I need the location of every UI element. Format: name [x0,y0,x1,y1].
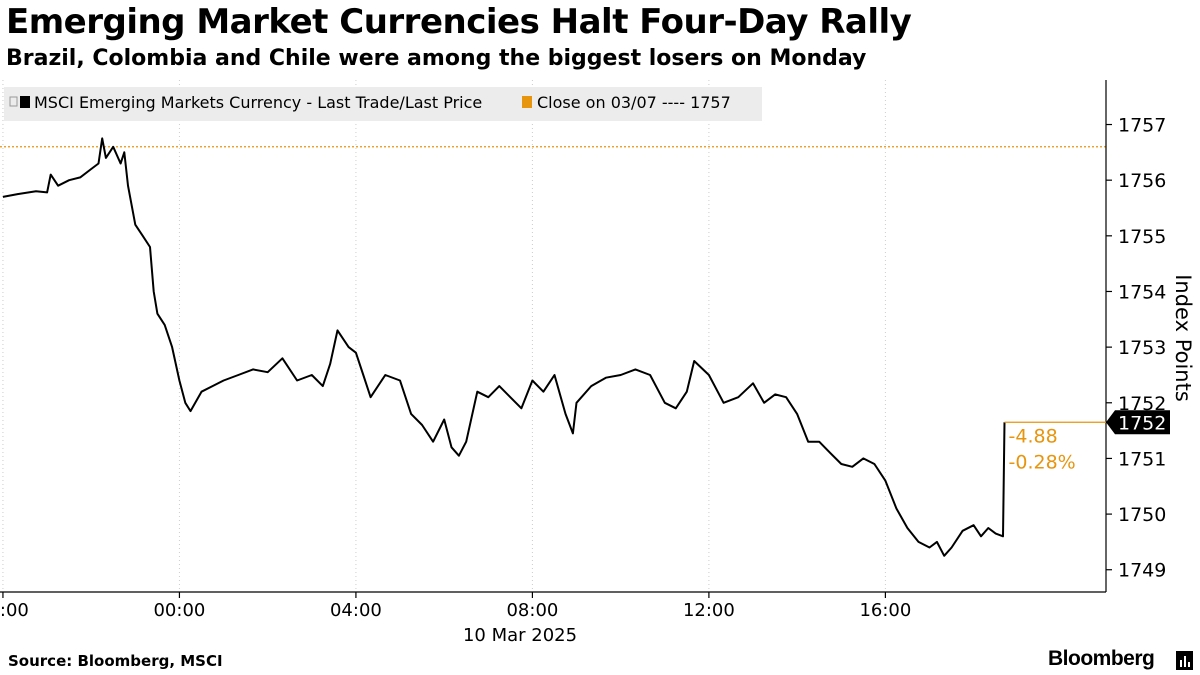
y-tick-label-2: 1751 [1118,448,1166,470]
source-note: Source: Bloomberg, MSCI [8,652,223,670]
x-tick-label-5: 16:00 [859,600,911,621]
last-value-label: 1752 [1118,412,1166,434]
y-axis: 1749 1750 1751 1752 1753 1754 1755 1756 1757 [1105,80,1166,592]
legend-item-series: MSCI Emerging Markets Currency - Last Tr… [9,93,482,112]
bloomberg-logo: Bloomberg [1048,647,1155,670]
y-tick-label-3: 1752 [1118,393,1166,415]
x-tick-label-0: 20:00 [0,600,29,621]
y-tick-label-6: 1755 [1118,226,1166,248]
y-tick-label-7: 1756 [1118,170,1166,192]
y-tick-label-8: 1757 [1118,115,1166,137]
x-axis-date-label: 10 Mar 2025 [463,625,577,646]
chart-subtitle: Brazil, Colombia and Chile were among th… [6,46,867,71]
last-value-tag [1106,410,1170,435]
legend-swatch-series [20,96,30,108]
y-tick-label-5: 1754 [1118,281,1166,303]
series-layer [2,137,1006,557]
x-tick-label-1: 00:00 [153,600,205,621]
change-annotations: -4.88 -0.28% [1009,425,1076,473]
legend-background [4,87,762,121]
bloomberg-mark-icon [1176,651,1193,670]
y-tick-label-0: 1749 [1118,560,1166,582]
chart-title: Emerging Market Currencies Halt Four-Day… [6,2,912,42]
legend-label-series: MSCI Emerging Markets Currency - Last Tr… [34,93,482,112]
series-line-0 [2,137,1006,557]
grid-layer [2,80,886,592]
x-tick-label-4: 12:00 [683,600,735,621]
y-axis-label: Index Points [1171,274,1195,402]
legend-item-reference: Close on 03/07 ---- 1757 [522,93,731,112]
legend-swatch-reference [522,96,532,108]
x-axis: 20:00 00:00 04:00 08:00 12:00 16:00 [0,591,1106,621]
x-tick-label-3: 08:00 [506,600,558,621]
x-tick-label-2: 04:00 [330,600,382,621]
y-tick-label-1: 1750 [1118,504,1166,526]
y-tick-label-4: 1753 [1118,337,1166,359]
change-annotation-0: -4.88 [1009,425,1058,447]
legend: MSCI Emerging Markets Currency - Last Tr… [4,87,762,121]
last-value-marker: 1752 [1004,410,1170,435]
change-annotation-1: -0.28% [1009,451,1076,473]
legend-label-reference: Close on 03/07 ---- 1757 [537,93,731,112]
legend-toggle-icon [9,96,18,107]
